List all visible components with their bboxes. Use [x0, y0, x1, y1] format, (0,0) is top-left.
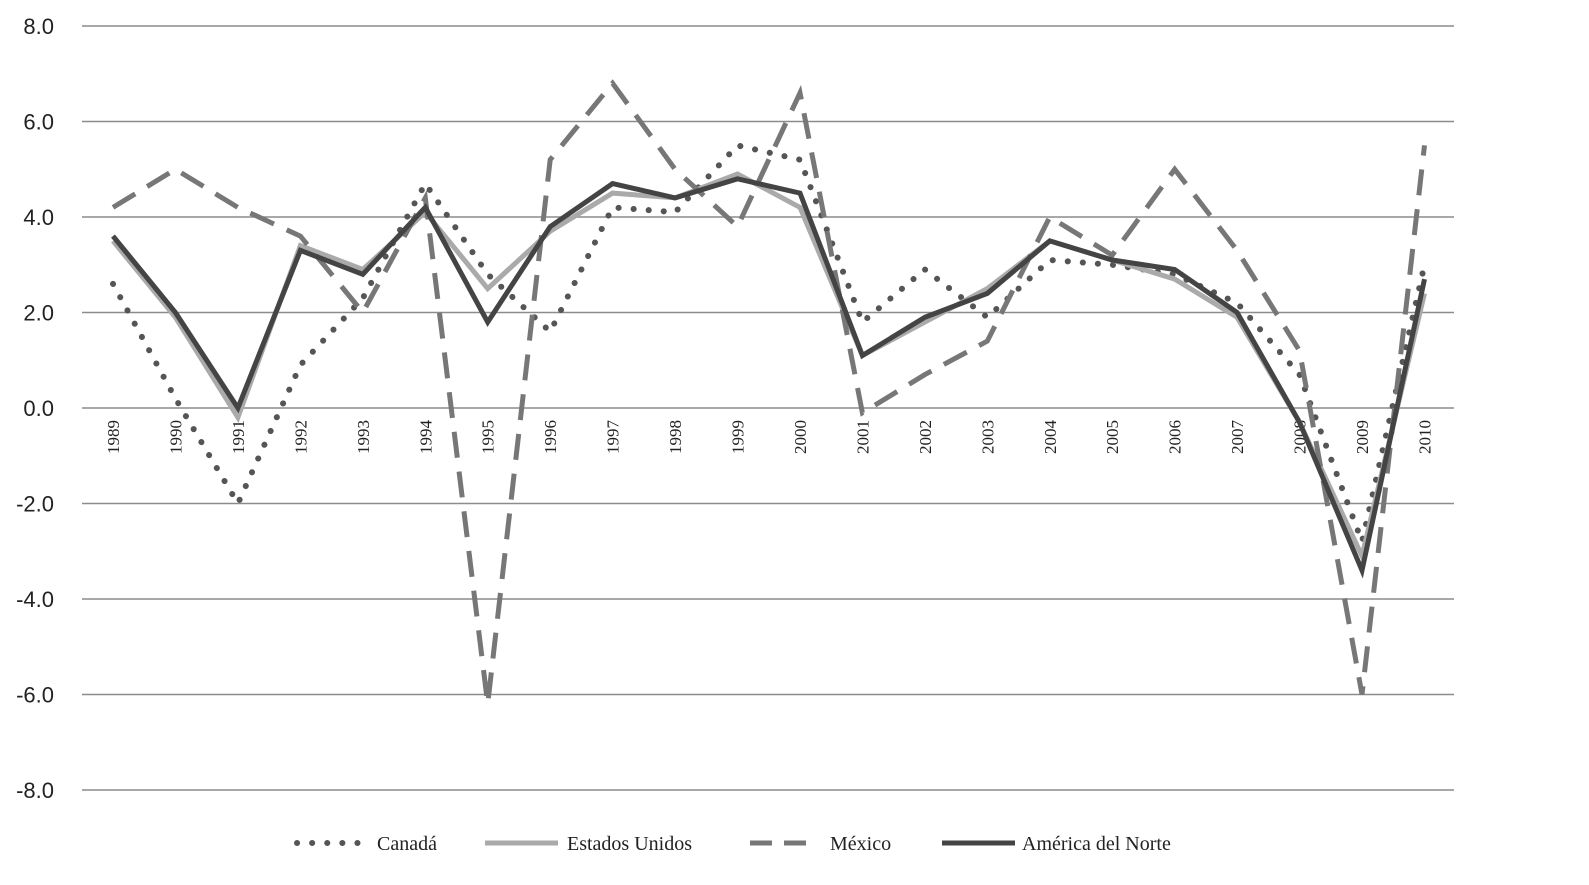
- x-tick-label: 1990: [166, 420, 185, 454]
- series-layer: [110, 79, 1428, 705]
- series-line-mexico: [111, 79, 1427, 705]
- x-tick-label: 1998: [666, 420, 685, 454]
- y-tick-label: -2.0: [16, 492, 54, 517]
- x-tick-label: 1995: [479, 420, 498, 454]
- legend-label: Canadá: [377, 833, 437, 855]
- legend-label: Estados Unidos: [567, 833, 692, 855]
- legend: Canadá Estados Unidos México América del No…: [294, 833, 1171, 855]
- y-tick-label: 2.0: [23, 301, 54, 326]
- y-tick-label: 6.0: [23, 110, 54, 135]
- x-tick-label: 2010: [1415, 420, 1434, 454]
- x-tick-label: 1993: [354, 420, 373, 454]
- x-tick-label: 1989: [104, 420, 123, 454]
- y-tick-label: -8.0: [16, 778, 54, 803]
- x-tick-label: 1994: [416, 420, 435, 455]
- y-tick-label: 0.0: [23, 396, 54, 421]
- series-line-estados-unidos: [111, 171, 1427, 564]
- x-tick-label: 2006: [1166, 420, 1185, 454]
- x-tick-label: 2001: [853, 420, 872, 454]
- x-tick-label: 1996: [541, 420, 560, 454]
- x-tick-label: 1992: [291, 420, 310, 454]
- x-tick-label: 2007: [1228, 420, 1247, 455]
- legend-label: América del Norte: [1022, 833, 1171, 855]
- x-tick-label: 1999: [729, 420, 748, 454]
- x-tick-label: 2009: [1353, 420, 1372, 454]
- y-tick-label: -6.0: [16, 683, 54, 708]
- y-axis: 8.0 6.0 4.0 2.0 0.0 -2.0 -4.0 -6.0 -8.0: [16, 14, 54, 803]
- x-tick-label: 2003: [978, 420, 997, 454]
- legend-label: México: [830, 833, 891, 855]
- x-tick-label: 1991: [229, 420, 248, 454]
- series-line-america-del-norte: [111, 176, 1427, 579]
- x-tick-label: 2000: [791, 420, 810, 454]
- y-tick-label: 8.0: [23, 14, 54, 39]
- x-tick-label: 1997: [604, 420, 623, 455]
- x-tick-label: 2002: [916, 420, 935, 454]
- x-tick-label: 2004: [1041, 420, 1060, 455]
- series-line-canada: [110, 142, 1428, 545]
- x-axis: 1989 1990 1991 1992 1993 1994 1995 1996 1997 1998…: [104, 420, 1434, 455]
- y-tick-label: 4.0: [23, 205, 54, 230]
- x-tick-label: 2005: [1103, 420, 1122, 454]
- y-tick-label: -4.0: [16, 587, 54, 612]
- grid-lines: [82, 25, 1454, 791]
